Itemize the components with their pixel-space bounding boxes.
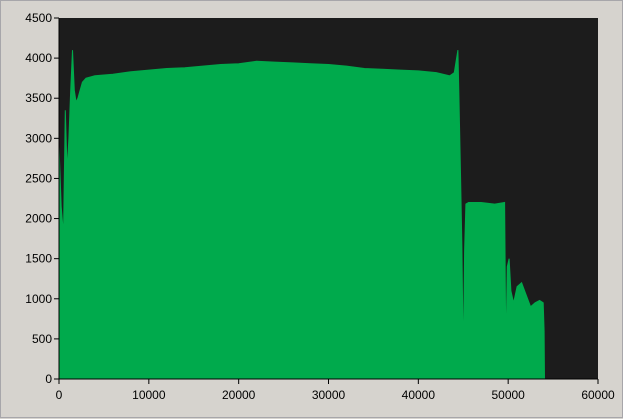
y-tick-label: 2500: [25, 171, 52, 185]
x-tick-label: 20000: [222, 388, 256, 402]
y-tick-label: 4500: [25, 11, 52, 25]
y-tick-label: 0: [45, 372, 52, 386]
x-tick-label: 0: [56, 388, 63, 402]
x-tick-label: 60000: [581, 388, 615, 402]
axis-layer: 0 500 1000 1500 2000 2500 3000 3500 4000 4500 0 100…: [25, 11, 615, 402]
x-tick-label: 40000: [402, 388, 436, 402]
x-tick-label: 10000: [132, 388, 166, 402]
series-layer: [58, 50, 546, 380]
x-tick-label: 50000: [491, 388, 525, 402]
y-tick-label: 1000: [25, 292, 52, 306]
y-tick-label: 1500: [25, 252, 52, 266]
series-area-0: [58, 50, 546, 380]
y-tick-label: 4000: [25, 51, 52, 65]
y-tick-label: 500: [32, 332, 52, 346]
y-tick-label: 2000: [25, 212, 52, 226]
y-tick-label: 3000: [25, 131, 52, 145]
y-tick-label: 3500: [25, 91, 52, 105]
x-tick-label: 30000: [312, 388, 346, 402]
